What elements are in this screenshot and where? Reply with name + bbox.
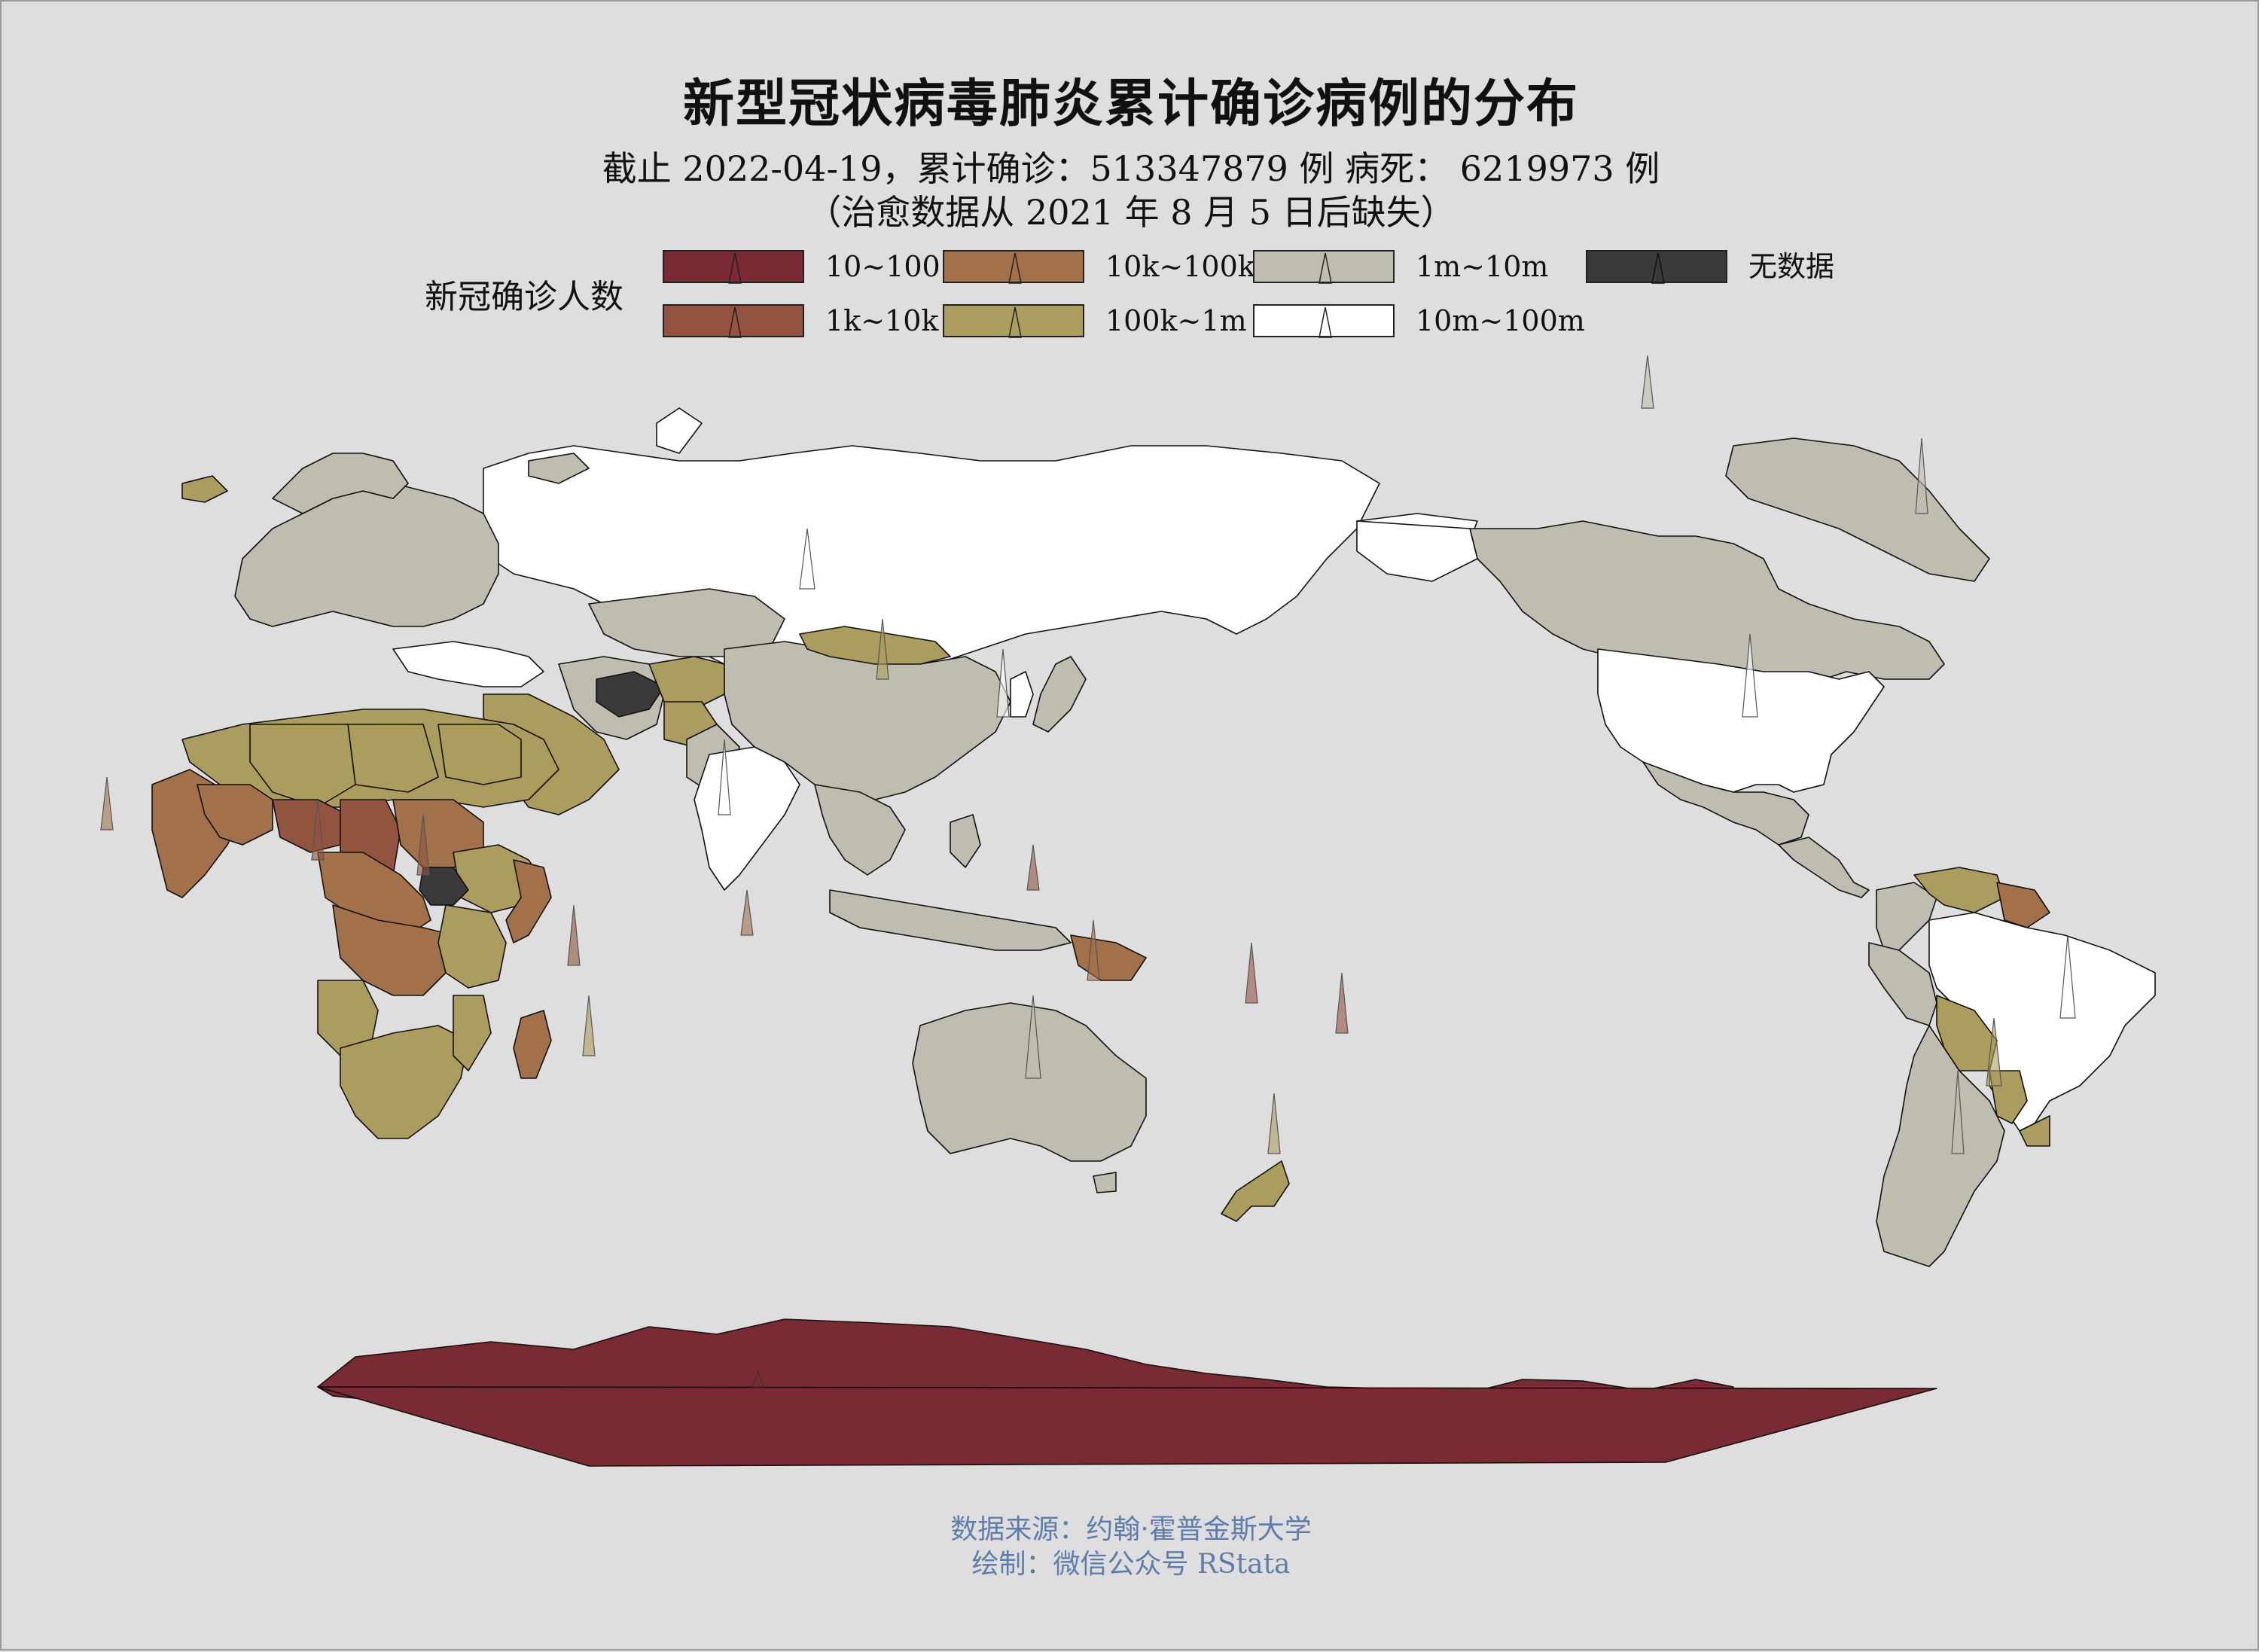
region-uruguay bbox=[2019, 1115, 2050, 1147]
region-argentina-chile bbox=[1876, 1025, 2005, 1267]
case-markers bbox=[100, 355, 2076, 1388]
source-line: 数据来源：约翰·霍普金斯大学 bbox=[950, 1514, 1312, 1545]
region-philippines bbox=[950, 814, 981, 868]
region-mongolia bbox=[799, 626, 951, 665]
credit-line: 绘制：微信公众号 RStata bbox=[971, 1549, 1291, 1580]
legend-label: 10m~100m bbox=[1416, 304, 1585, 337]
region-novaya-zemlya bbox=[656, 407, 703, 454]
legend-swatch-100k-1m bbox=[943, 304, 1084, 338]
region-guyanas bbox=[1996, 882, 2050, 928]
region-antarctica bbox=[317, 1386, 1937, 1467]
legend-label: 1k~10k bbox=[825, 304, 939, 337]
region-peru bbox=[1868, 942, 1937, 1026]
region-somalia bbox=[505, 859, 552, 943]
region-colombia bbox=[1876, 882, 1937, 951]
subtitle-line-1: 截止 2022-04-19，累计确诊：513347879 例 病死： 62199… bbox=[602, 148, 1660, 189]
region-greenland bbox=[1725, 437, 1990, 582]
region-southern-africa bbox=[340, 1025, 469, 1139]
region-usa bbox=[1597, 648, 1885, 793]
legend-swatch-1k-10k bbox=[663, 304, 804, 338]
legend-title: 新冠确诊人数 bbox=[425, 278, 623, 316]
region-india bbox=[694, 746, 800, 891]
region-east-africa bbox=[437, 904, 507, 989]
region-canada bbox=[1469, 520, 1945, 695]
region-venezuela bbox=[1913, 867, 2005, 913]
region-libya bbox=[347, 724, 439, 793]
legend-label: 100k~1m bbox=[1105, 304, 1247, 337]
region-korea bbox=[1010, 671, 1034, 718]
region-turkmenistan bbox=[596, 671, 665, 718]
region-mexico bbox=[1642, 761, 1809, 846]
region-se-asia bbox=[814, 784, 906, 876]
region-bolivia bbox=[1936, 995, 1998, 1071]
legend-label: 10~100 bbox=[825, 250, 940, 283]
region-iceland bbox=[181, 475, 228, 503]
region-australia bbox=[912, 1002, 1147, 1162]
region-congo bbox=[332, 904, 454, 996]
legend-label: 1m~10m bbox=[1416, 250, 1549, 283]
region-mali bbox=[197, 784, 273, 846]
region-madagascar bbox=[513, 1010, 552, 1079]
legend-label: 无数据 bbox=[1748, 250, 1835, 283]
legend-swatch-10-100 bbox=[663, 250, 804, 284]
region-svalbard bbox=[528, 453, 590, 484]
region-tasmania bbox=[1093, 1172, 1117, 1193]
region-central-america bbox=[1778, 837, 1870, 898]
region-new-zealand bbox=[1221, 1160, 1290, 1222]
region-egypt bbox=[437, 724, 522, 785]
region-europe bbox=[234, 483, 499, 627]
subtitle-line-2: （治愈数据从 2021 年 8 月 5 日后缺失） bbox=[806, 192, 1456, 233]
legend-swatch-1m-10m bbox=[1253, 250, 1395, 284]
legend-label: 10k~100k bbox=[1105, 250, 1255, 283]
region-indonesia bbox=[829, 889, 1072, 951]
region-mozambique bbox=[453, 995, 492, 1071]
region-south-sudan bbox=[419, 867, 469, 906]
legend-swatch-10k-100k bbox=[943, 250, 1084, 284]
legend-swatch-10m-100m bbox=[1253, 304, 1395, 338]
chart-title: 新型冠状病毒肺炎累计确诊病例的分布 bbox=[682, 74, 1579, 134]
region-png bbox=[1070, 934, 1147, 981]
region-japan bbox=[1032, 656, 1087, 733]
region-turkey bbox=[392, 641, 544, 687]
region-alaska bbox=[1356, 520, 1478, 582]
region-scandinavia bbox=[272, 453, 409, 514]
legend-swatch-no-data bbox=[1586, 250, 1727, 284]
